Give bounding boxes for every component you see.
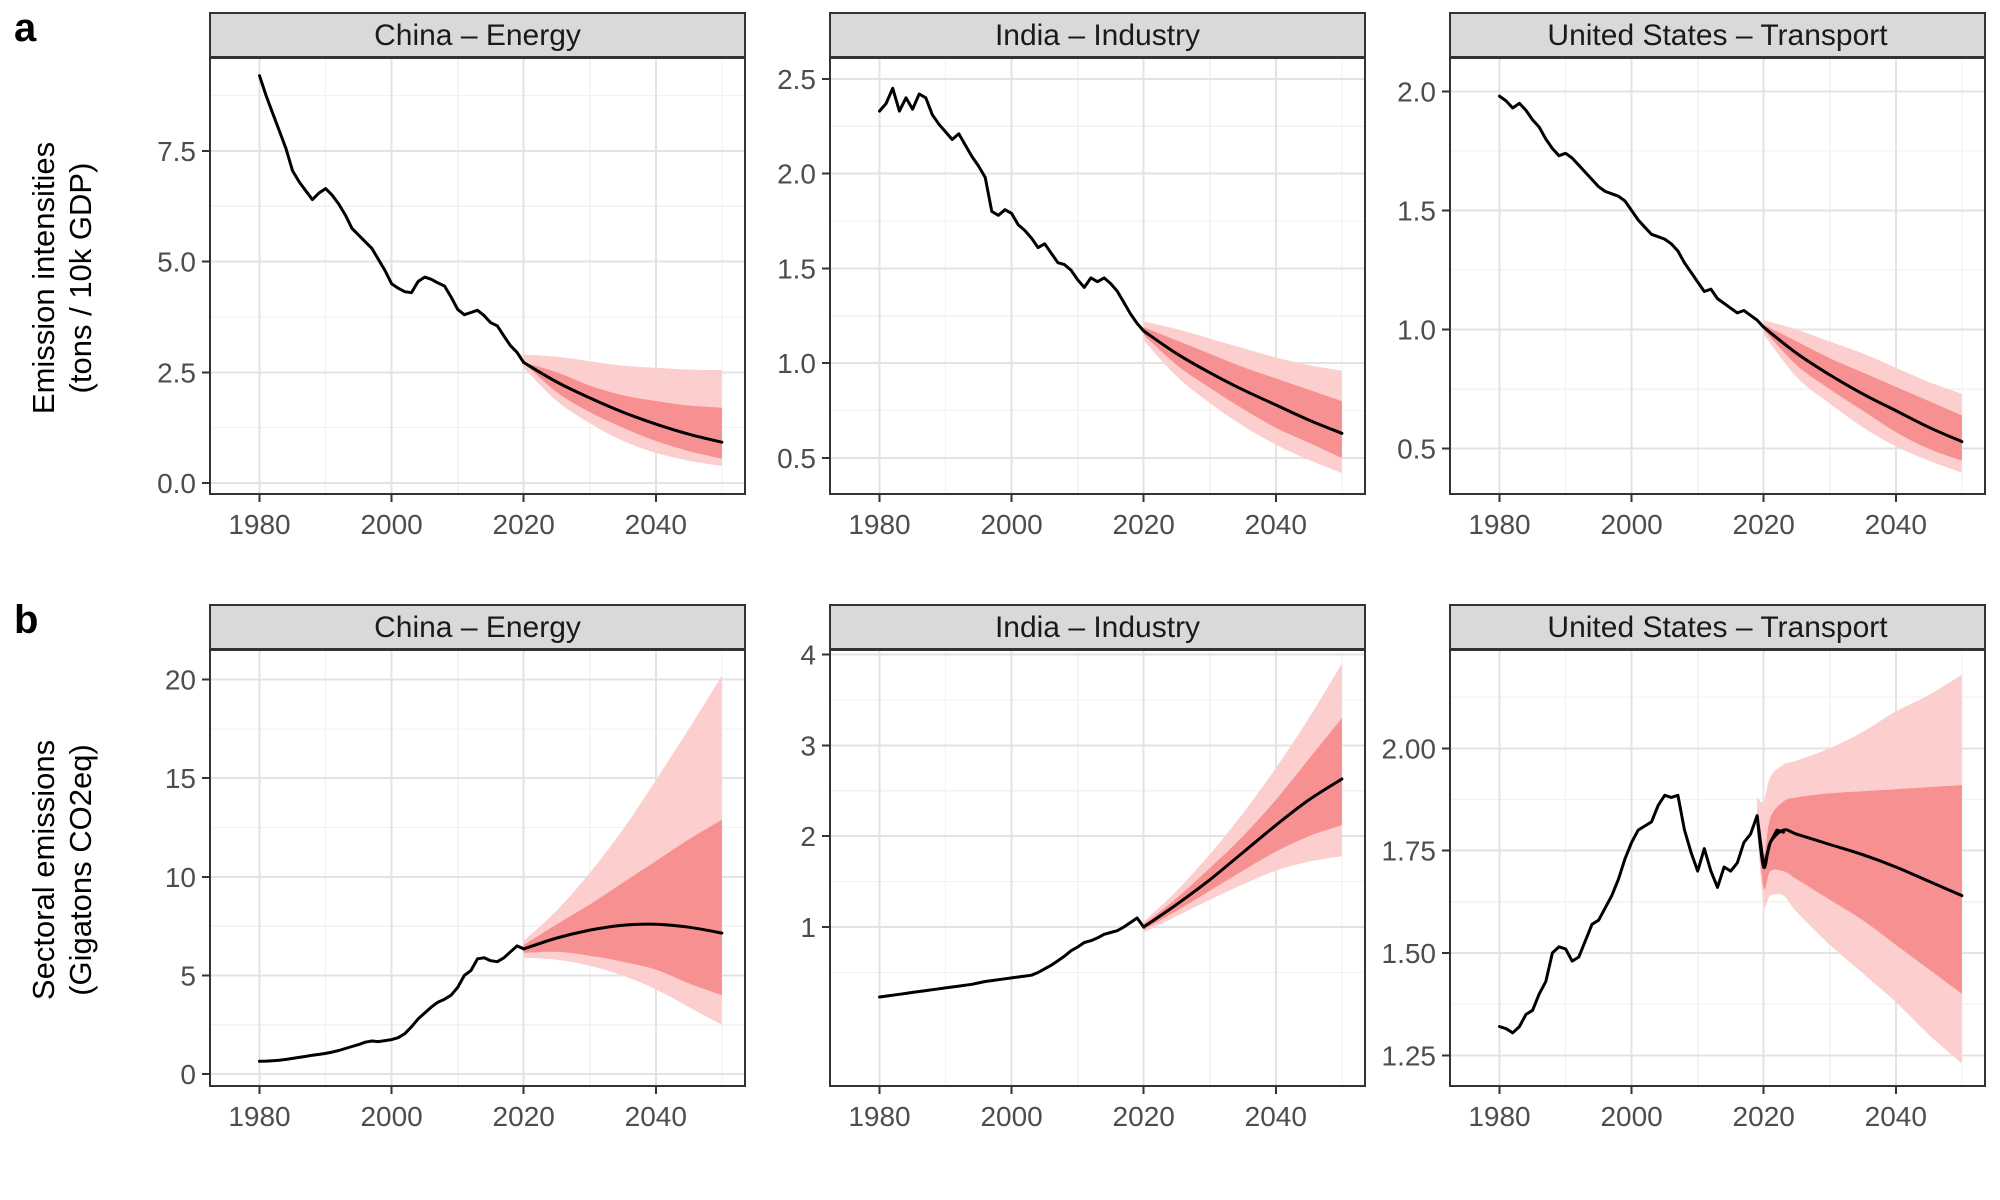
svg-text:2040: 2040 (1245, 1101, 1307, 1132)
svg-text:2: 2 (800, 821, 816, 852)
svg-text:2040: 2040 (625, 1101, 687, 1132)
svg-text:7.5: 7.5 (157, 136, 196, 167)
row-a-gutter: a Emission intensities (tons / 10k GDP) (0, 6, 130, 560)
svg-text:2000: 2000 (1600, 509, 1662, 540)
plot-area: 1 2 3 4 1980 2000 2020 2040 (800, 604, 1366, 1132)
panel-a-us-transport: 0.5 1.0 1.5 2.0 1980 2000 2020 2040 United Stat… (1397, 12, 1986, 540)
svg-text:2000: 2000 (360, 1101, 422, 1132)
svg-text:0.5: 0.5 (1397, 434, 1436, 465)
svg-text:10: 10 (165, 862, 196, 893)
svg-text:2020: 2020 (1733, 1101, 1795, 1132)
facet-strip-title: China – Energy (374, 611, 581, 644)
svg-text:0: 0 (180, 1059, 196, 1090)
svg-text:2.0: 2.0 (1397, 76, 1436, 107)
y-axis-title-row-a-line2: (tons / 10k GDP) (63, 162, 98, 394)
svg-text:2020: 2020 (493, 1101, 555, 1132)
facet-strip-title: United States – Transport (1547, 611, 1888, 644)
svg-text:2.0: 2.0 (777, 159, 816, 190)
svg-text:2020: 2020 (493, 509, 555, 540)
svg-text:2040: 2040 (625, 509, 687, 540)
plot-area: 0.5 1.0 1.5 2.0 1980 2000 2020 2040 (1397, 12, 1986, 540)
svg-text:1.75: 1.75 (1382, 836, 1437, 867)
svg-text:1.0: 1.0 (1397, 315, 1436, 346)
svg-text:1: 1 (800, 912, 816, 943)
facet-strip-title: United States – Transport (1547, 19, 1888, 52)
svg-text:1.5: 1.5 (777, 253, 816, 284)
svg-text:1980: 1980 (848, 509, 910, 540)
y-axis-title-row-a: Emission intensities (tons / 10k GDP) (22, 60, 102, 496)
svg-text:3: 3 (800, 730, 816, 761)
y-axis-title-row-a-line1: Emission intensities (26, 141, 61, 415)
svg-text:1.25: 1.25 (1382, 1040, 1437, 1071)
row-b-gutter: b Sectoral emissions (Gigatons CO2eq) (0, 598, 130, 1152)
plot-area: 0 5 10 15 20 1980 2000 2020 2040 (165, 604, 746, 1132)
panel-b-india-industry: 1 2 3 4 1980 2000 2020 2040 India – Industry (800, 604, 1366, 1132)
svg-text:1980: 1980 (228, 509, 290, 540)
plot-area: 1.25 1.50 1.75 2.00 1980 2000 2020 2040 (1382, 604, 1986, 1132)
panel-a-china-energy: 0.0 2.5 5.0 7.5 1980 2000 2020 2040 China – Ene… (157, 12, 746, 540)
svg-text:2020: 2020 (1733, 509, 1795, 540)
svg-text:2000: 2000 (360, 509, 422, 540)
svg-text:5.0: 5.0 (157, 247, 196, 278)
svg-text:2040: 2040 (1865, 1101, 1927, 1132)
plot-area: 0.5 1.0 1.5 2.0 2.5 1980 2000 2020 2040 (777, 12, 1366, 540)
panel-label-a: a (14, 6, 37, 50)
svg-text:2000: 2000 (1600, 1101, 1662, 1132)
svg-text:1980: 1980 (228, 1101, 290, 1132)
svg-text:2000: 2000 (980, 1101, 1042, 1132)
svg-text:1980: 1980 (848, 1101, 910, 1132)
svg-text:1.5: 1.5 (1397, 196, 1436, 227)
svg-text:2.5: 2.5 (157, 357, 196, 388)
facet-strip-title: India – Industry (995, 611, 1200, 644)
panel-label-b: b (14, 598, 39, 642)
svg-text:1.0: 1.0 (777, 348, 816, 379)
svg-text:0.5: 0.5 (777, 443, 816, 474)
panel-b-china-energy: 0 5 10 15 20 1980 2000 2020 2040 China – Energy (165, 604, 746, 1132)
svg-text:2040: 2040 (1865, 509, 1927, 540)
plot-area: 0.0 2.5 5.0 7.5 1980 2000 2020 2040 (157, 12, 746, 540)
svg-text:1.50: 1.50 (1382, 938, 1437, 969)
row-a-panels: 0.0 2.5 5.0 7.5 1980 2000 2020 2040 China – Ene… (130, 12, 1990, 560)
y-axis-title-row-b: Sectoral emissions (Gigatons CO2eq) (22, 652, 102, 1088)
svg-text:2.00: 2.00 (1382, 733, 1437, 764)
panel-row-b: b Sectoral emissions (Gigatons CO2eq) 0 5… (0, 598, 2000, 1152)
panel-row-a: a Emission intensities (tons / 10k GDP) … (0, 6, 2000, 560)
svg-text:2000: 2000 (980, 509, 1042, 540)
svg-text:5: 5 (180, 961, 196, 992)
row-b-panels: 0 5 10 15 20 1980 2000 2020 2040 China – Energy … (130, 604, 1990, 1152)
facet-strip-title: India – Industry (995, 19, 1200, 52)
facet-strip-title: China – Energy (374, 19, 581, 52)
svg-text:15: 15 (165, 763, 196, 794)
svg-text:2020: 2020 (1113, 1101, 1175, 1132)
svg-text:20: 20 (165, 665, 196, 696)
y-axis-title-row-b-line2: (Gigatons CO2eq) (63, 744, 98, 996)
svg-text:2040: 2040 (1245, 509, 1307, 540)
svg-text:1980: 1980 (1468, 1101, 1530, 1132)
panel-a-india-industry: 0.5 1.0 1.5 2.0 2.5 1980 2000 2020 2040 India – … (777, 12, 1366, 540)
svg-text:4: 4 (800, 640, 816, 671)
svg-text:2020: 2020 (1113, 509, 1175, 540)
svg-text:1980: 1980 (1468, 509, 1530, 540)
panel-b-us-transport: 1.25 1.50 1.75 2.00 1980 2000 2020 2040 United … (1382, 604, 1986, 1132)
svg-text:0.0: 0.0 (157, 468, 196, 499)
svg-text:2.5: 2.5 (777, 64, 816, 95)
y-axis-title-row-b-line1: Sectoral emissions (26, 739, 61, 1001)
